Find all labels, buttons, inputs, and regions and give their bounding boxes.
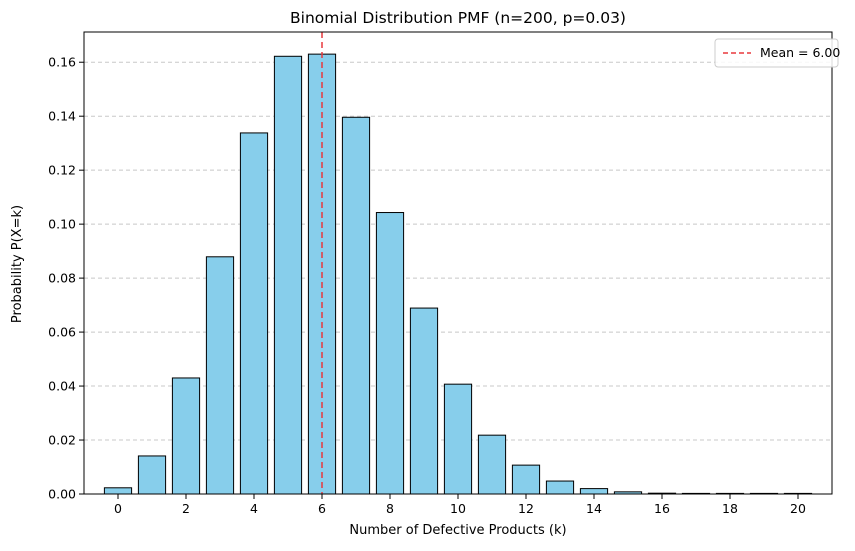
bar-k-13 [545,480,575,495]
legend: Mean = 6.00 [714,38,840,68]
bar-k-10 [443,383,473,495]
bar-k-14 [579,488,609,495]
x-tick-label: 12 [518,501,534,516]
y-tick-label: 0.08 [48,271,76,286]
bar-k-11 [477,434,507,495]
x-tick-label: 20 [790,501,806,516]
bar-k-12 [511,464,541,495]
bar-k-9 [409,307,439,495]
x-axis-ticks: 0 2 4 6 8 10 12 14 16 18 20 [114,494,806,516]
y-tick-label: 0.16 [48,55,76,70]
y-axis-ticks: 0.00 0.02 0.04 0.06 0.08 0.10 0.12 0.14 0.16 [48,55,84,502]
x-tick-label: 0 [114,501,122,516]
bars [103,53,813,495]
x-tick-label: 10 [450,501,466,516]
x-tick-label: 2 [182,501,190,516]
x-axis-label: Number of Defective Products (k) [349,523,566,538]
bar-k-2 [171,377,201,495]
y-tick-label: 0.04 [48,379,76,394]
x-tick-label: 18 [722,501,738,516]
x-tick-label: 6 [318,501,326,516]
x-tick-label: 4 [250,501,258,516]
legend-label-mean: Mean = 6.00 [760,45,840,60]
x-tick-label: 8 [386,501,394,516]
bar-k-8 [375,212,405,495]
bar-k-5 [273,55,303,495]
legend-box [714,38,839,68]
y-tick-label: 0.02 [48,433,76,448]
x-tick-label: 14 [586,501,602,516]
bar-k-7 [341,116,371,495]
bar-k-3 [205,256,235,495]
chart-title: Binomial Distribution PMF (n=200, p=0.03… [290,9,626,27]
y-tick-label: 0.00 [48,487,76,502]
bar-k-0 [103,487,133,495]
y-tick-label: 0.10 [48,217,76,232]
y-tick-label: 0.12 [48,163,76,178]
y-axis-label: Probability P(X=k) [10,205,25,323]
x-tick-label: 16 [654,501,670,516]
bar-k-4 [239,132,269,495]
y-tick-label: 0.06 [48,325,76,340]
bar-k-1 [137,455,167,495]
y-tick-label: 0.14 [48,109,76,124]
